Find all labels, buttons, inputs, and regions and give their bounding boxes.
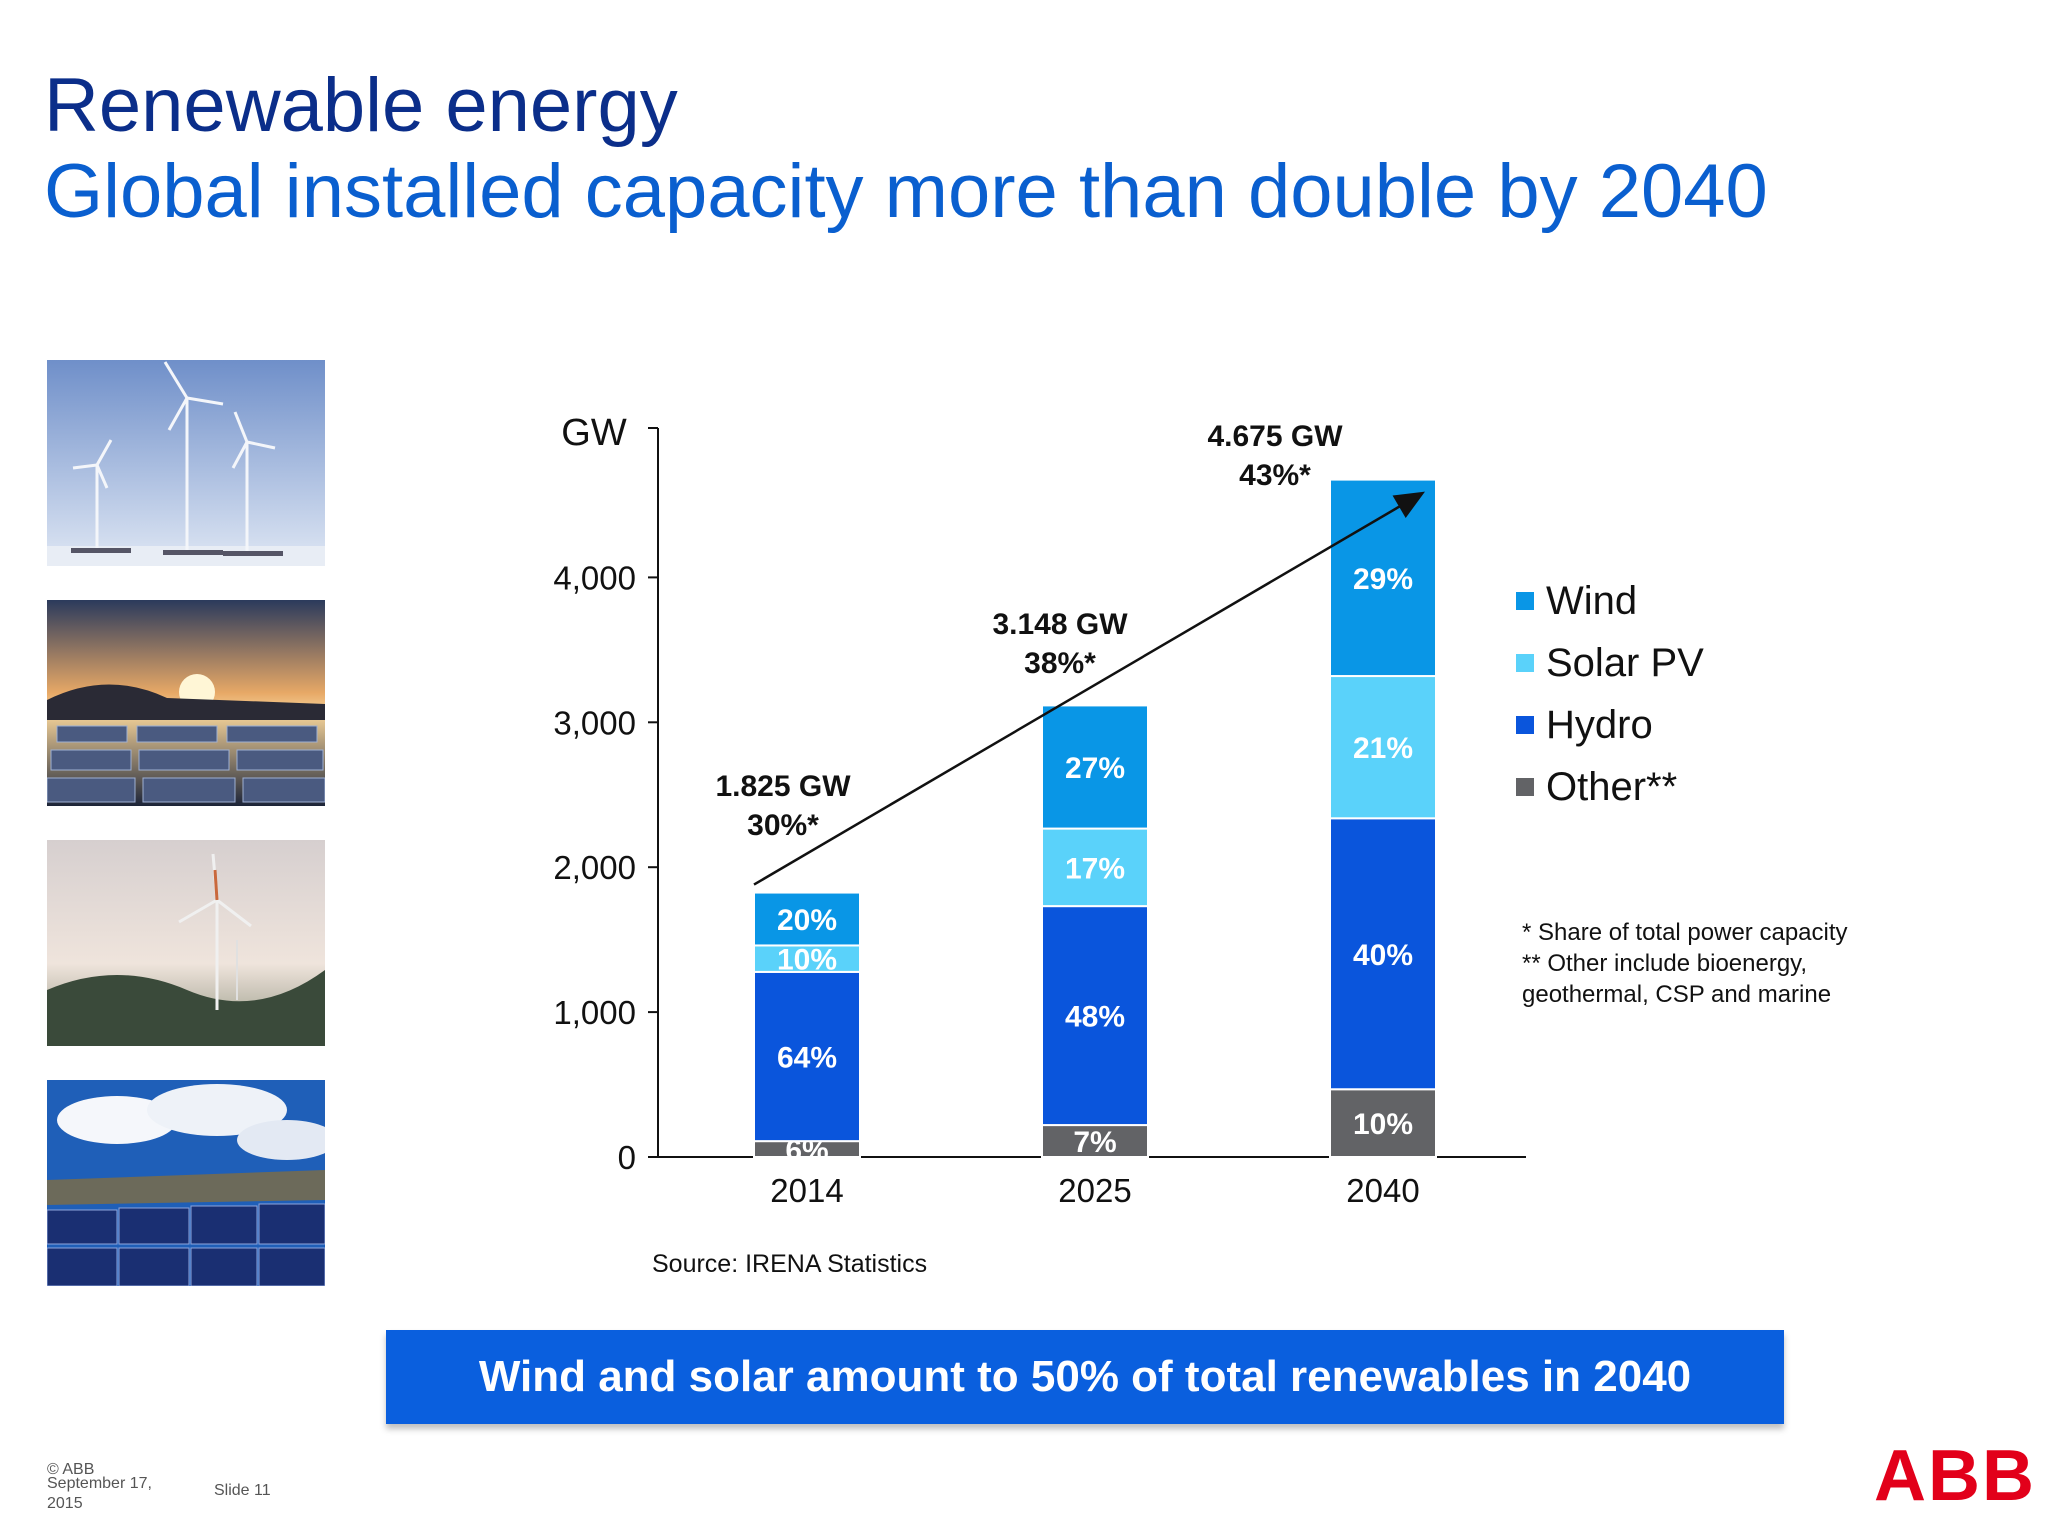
- bar-segment: [1041, 704, 1149, 830]
- legend-swatch: [1516, 716, 1534, 734]
- bar-segment: [1329, 675, 1437, 820]
- y-tick-label: 2,000: [553, 849, 636, 886]
- callout-banner: Wind and solar amount to 50% of total re…: [386, 1330, 1784, 1424]
- data-label: 27%: [1065, 752, 1125, 785]
- x-tick-label: 2040: [1346, 1172, 1419, 1209]
- data-label: 29%: [1353, 563, 1413, 596]
- data-label: 10%: [1353, 1108, 1413, 1141]
- data-label: 17%: [1065, 852, 1125, 885]
- chart-legend: Wind Solar PV Hydro Other**: [1516, 570, 1704, 818]
- data-label: 7%: [1073, 1126, 1116, 1159]
- data-label: 21%: [1353, 732, 1413, 765]
- legend-label: Wind: [1546, 578, 1638, 623]
- legend-label: Hydro: [1546, 702, 1653, 747]
- bar-segment: [753, 891, 861, 947]
- slide-subtitle: Global installed capacity more than doub…: [44, 149, 1768, 234]
- wind-turbines-photo: [47, 360, 325, 566]
- legend-label: Other**: [1546, 764, 1678, 809]
- bar-segment: [1329, 1088, 1437, 1159]
- legend-item-wind: Wind: [1516, 570, 1704, 632]
- footer-copyright: © ABB: [47, 1461, 95, 1478]
- y-tick-label: 3,000: [553, 704, 636, 741]
- total-label: 4.675 GW: [1207, 420, 1343, 453]
- y-tick-label: 0: [618, 1139, 636, 1176]
- legend-item-other: Other**: [1516, 756, 1704, 818]
- data-label: 10%: [777, 944, 837, 977]
- data-label: 20%: [777, 904, 837, 937]
- total-label: 3.148 GW: [992, 608, 1128, 641]
- source-note: Source: IRENA Statistics: [652, 1250, 928, 1278]
- data-label: 64%: [777, 1042, 837, 1075]
- bar-segment: [1041, 827, 1149, 908]
- solar-sunset-photo: [47, 600, 325, 806]
- data-label: 40%: [1353, 939, 1413, 972]
- wind-turbine-dusk-photo: [47, 840, 325, 1046]
- trend-arrow-line: [753, 497, 1414, 886]
- y-axis-label: GW: [561, 412, 627, 454]
- solar-panels-photo: [47, 1080, 325, 1286]
- trend-arrow-head: [1392, 491, 1425, 518]
- x-tick-label: 2014: [770, 1172, 843, 1209]
- share-label: 43%*: [1239, 459, 1311, 492]
- y-tick-label: 1,000: [553, 994, 636, 1031]
- footer-slide-number: Slide 11: [214, 1482, 271, 1499]
- legend-swatch: [1516, 592, 1534, 610]
- bar-segment: [753, 944, 861, 973]
- data-label: 48%: [1065, 1001, 1125, 1034]
- footnote-share: * Share of total power capacity: [1522, 919, 1848, 946]
- abb-logo: ABB: [1874, 1436, 2036, 1516]
- x-tick-label: 2025: [1058, 1172, 1131, 1209]
- footer-date: September 17, 2015: [47, 1475, 152, 1512]
- footnote-other-cont: geothermal, CSP and marine: [1522, 981, 1832, 1008]
- bar-segment: [753, 970, 861, 1143]
- y-tick-label: 4,000: [553, 559, 636, 596]
- legend-label: Solar PV: [1546, 640, 1704, 685]
- share-label: 30%*: [747, 809, 819, 842]
- legend-item-solar-pv: Solar PV: [1516, 632, 1704, 694]
- legend-swatch: [1516, 778, 1534, 796]
- slide-title: Renewable energy: [44, 63, 678, 148]
- total-label: 1.825 GW: [715, 770, 851, 803]
- legend-item-hydro: Hydro: [1516, 694, 1704, 756]
- footnotes: * Share of total power capacity ** Other…: [1522, 917, 1848, 1010]
- footnote-other: ** Other include bioenergy,: [1522, 950, 1808, 977]
- bar-segment: [1041, 1124, 1149, 1158]
- share-label: 38%*: [1024, 647, 1096, 680]
- legend-swatch: [1516, 654, 1534, 672]
- bar-segment: [1329, 478, 1437, 678]
